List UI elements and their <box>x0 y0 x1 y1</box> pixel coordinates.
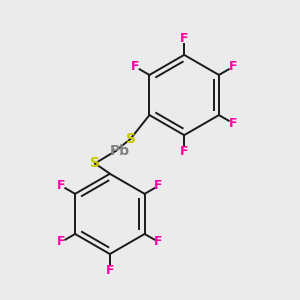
Text: F: F <box>154 236 163 248</box>
Text: S: S <box>126 132 136 146</box>
Text: F: F <box>180 145 188 158</box>
Text: F: F <box>131 60 140 74</box>
Text: F: F <box>229 60 237 74</box>
Text: F: F <box>229 117 237 130</box>
Text: F: F <box>106 264 114 277</box>
Text: F: F <box>180 32 188 45</box>
Text: F: F <box>57 179 65 192</box>
Text: Pb: Pb <box>109 144 129 158</box>
Text: S: S <box>90 156 100 170</box>
Text: F: F <box>57 236 65 248</box>
Text: F: F <box>154 179 163 192</box>
